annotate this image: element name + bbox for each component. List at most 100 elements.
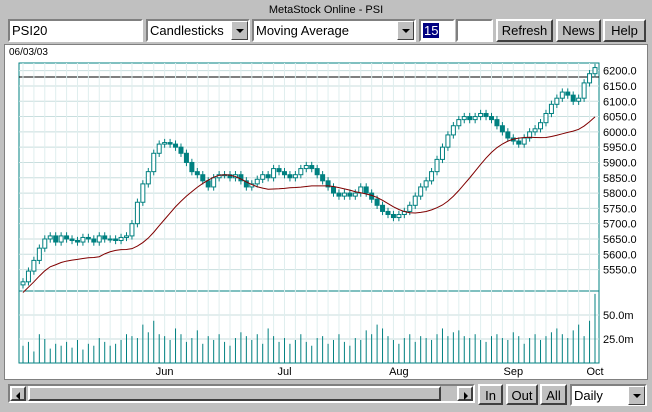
- candle-body: [499, 125, 505, 133]
- candle-body: [20, 281, 26, 286]
- zoom-all-button[interactable]: All: [540, 384, 567, 405]
- candle-body: [412, 195, 418, 206]
- candle-body: [145, 171, 151, 185]
- interval-select[interactable]: Daily: [570, 384, 647, 406]
- zoom-out-button[interactable]: Out: [506, 384, 538, 405]
- price-tick-label: 5700.0: [603, 219, 637, 231]
- scroll-thumb[interactable]: [28, 386, 441, 401]
- candle-body: [472, 116, 478, 121]
- volume-panel: [18, 290, 600, 364]
- candle-body: [570, 94, 576, 102]
- candle-body: [194, 171, 200, 176]
- candle-body: [254, 178, 260, 185]
- candle-body: [303, 165, 309, 170]
- candle-body: [156, 143, 162, 154]
- news-button[interactable]: News: [556, 19, 601, 42]
- scroll-right-button[interactable]: [457, 386, 473, 401]
- chevron-down-icon[interactable]: [628, 386, 645, 405]
- candle-body: [325, 180, 331, 188]
- scroll-left-button[interactable]: [10, 386, 26, 401]
- candle-body: [178, 146, 184, 154]
- candle-body: [418, 186, 424, 197]
- candle-body: [162, 142, 168, 145]
- candle-body: [548, 103, 554, 114]
- period-extra-field[interactable]: [456, 19, 493, 42]
- candlestick-chart[interactable]: 06/03/03 6200.0 6150.0 6100.0 6050.0 6000.0 5…: [5, 45, 647, 379]
- candle-body: [434, 158, 440, 173]
- candle-body: [91, 238, 97, 243]
- candle-body: [74, 240, 80, 243]
- candle-body: [483, 112, 489, 118]
- price-tick-label: 5800.0: [603, 188, 637, 200]
- candle-body: [336, 192, 342, 197]
- chart-date-label: 06/03/03: [9, 47, 48, 58]
- month-tick-label: Oct: [586, 366, 603, 378]
- candle-body: [407, 204, 413, 212]
- help-button[interactable]: Help: [603, 19, 646, 42]
- candle-body: [450, 125, 456, 136]
- price-tick-label: 5850.0: [603, 173, 637, 185]
- chevron-down-icon[interactable]: [397, 21, 414, 40]
- candle-body: [554, 97, 560, 105]
- candle-body: [36, 247, 42, 261]
- price-tick-label: 6200.0: [603, 66, 637, 78]
- candle-body: [559, 91, 565, 99]
- candle-body: [423, 180, 429, 188]
- period-input[interactable]: 15: [419, 19, 455, 42]
- candle-body: [31, 259, 37, 272]
- candle-body: [47, 235, 53, 240]
- candle-body: [488, 116, 494, 121]
- horizontal-scrollbar[interactable]: [8, 384, 475, 403]
- candle-body: [494, 119, 500, 127]
- candle-body: [478, 112, 484, 118]
- period-input-value: 15: [421, 21, 453, 40]
- candle-body: [200, 174, 206, 182]
- candle-body: [260, 174, 266, 180]
- candle-body: [576, 97, 582, 102]
- candle-body: [69, 238, 75, 242]
- candle-body: [331, 186, 337, 194]
- indicator-select[interactable]: Moving Average: [252, 19, 416, 42]
- chart-style-select[interactable]: Candlesticks: [146, 19, 250, 42]
- price-tick-label: 5650.0: [603, 234, 637, 246]
- candle-body: [173, 143, 179, 148]
- month-tick-label: Jun: [156, 366, 174, 378]
- chart-style-value: Candlesticks: [150, 23, 224, 38]
- refresh-button[interactable]: Refresh: [496, 19, 553, 42]
- symbol-input[interactable]: PSI20: [8, 19, 143, 42]
- price-tick-label: 6000.0: [603, 127, 637, 139]
- chevron-down-icon[interactable]: [231, 21, 248, 40]
- candle-body: [124, 235, 130, 238]
- candle-body: [505, 131, 511, 139]
- candle-body: [118, 236, 124, 242]
- price-tick-label: 6150.0: [603, 81, 637, 93]
- candle-body: [380, 204, 386, 212]
- zoom-in-button[interactable]: In: [478, 384, 503, 405]
- candle-body: [211, 177, 217, 188]
- candle-body: [107, 238, 113, 241]
- price-tick-label: 5600.0: [603, 249, 637, 261]
- candle-body: [271, 168, 277, 179]
- candle-body: [543, 112, 549, 124]
- candle-body: [516, 140, 522, 145]
- candle-body: [521, 137, 527, 145]
- candle-body: [385, 210, 391, 215]
- candle-body: [102, 235, 108, 240]
- chart-area[interactable]: 06/03/03 6200.0 6150.0 6100.0 6050.0 6000.0 5…: [4, 44, 648, 380]
- candle-body: [58, 235, 64, 243]
- candle-body: [25, 270, 31, 283]
- candle-body: [281, 171, 287, 176]
- candle-body: [390, 213, 396, 219]
- candle-body: [565, 91, 571, 96]
- candle-body: [287, 174, 293, 179]
- candle-body: [64, 235, 70, 240]
- candle-body: [167, 142, 173, 145]
- candle-body: [243, 180, 249, 188]
- moving-average-line: [22, 116, 596, 293]
- candle-body: [592, 67, 598, 75]
- candle-body: [151, 152, 157, 173]
- interval-value: Daily: [574, 388, 603, 403]
- price-tick-label: 5900.0: [603, 157, 637, 169]
- month-tick-label: Jul: [277, 366, 291, 378]
- price-tick-label: 6100.0: [603, 96, 637, 108]
